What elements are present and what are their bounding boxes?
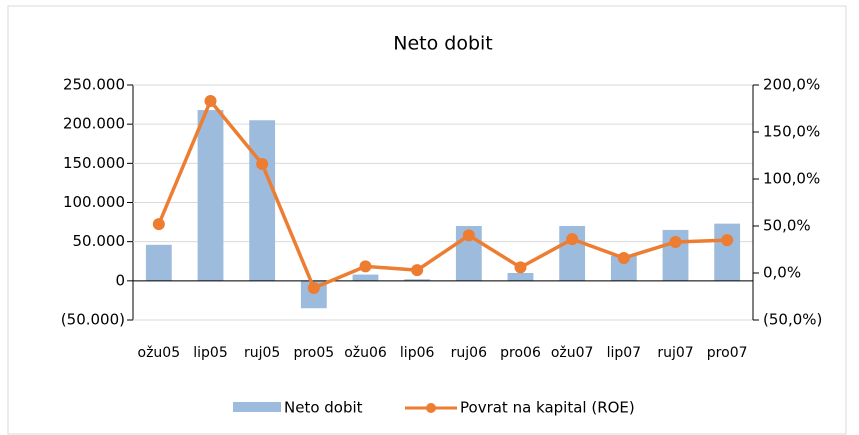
y-tick-label: 200.000 [63, 115, 125, 133]
x-tick-label: ruj05 [244, 345, 280, 361]
bar [714, 223, 741, 281]
bar [197, 110, 224, 281]
x-tick-label: pro07 [707, 345, 748, 361]
y-tick-label: 250.000 [63, 76, 125, 94]
x-tick-label: ruj07 [657, 345, 693, 361]
y-tick-label: 50.000 [73, 232, 126, 250]
line-marker [411, 264, 424, 277]
y2-tick-label: 100,0% [763, 170, 820, 188]
x-tick-label: lip05 [193, 345, 227, 361]
line-marker [152, 218, 165, 231]
legend-swatch [233, 402, 281, 412]
legend-label: Neto dobit [284, 399, 363, 417]
y-tick-label: 150.000 [63, 154, 125, 172]
y2-tick-label: 150,0% [763, 123, 820, 141]
line-marker [669, 235, 682, 248]
y2-tick-label: 0,0% [763, 264, 801, 282]
bar [404, 279, 431, 281]
y-tick-label: 0 [115, 271, 125, 289]
y2-tick-label: 50,0% [763, 217, 811, 235]
x-tick-label: lip06 [400, 345, 435, 361]
line-marker [462, 229, 475, 242]
x-tick-label: ožu05 [138, 345, 181, 361]
bar [249, 120, 276, 281]
x-tick-label: ožu06 [344, 345, 387, 361]
line-marker [566, 233, 579, 246]
x-tick-label: ruj06 [451, 345, 487, 361]
line-marker [256, 157, 269, 170]
line [157, 99, 728, 290]
legend: Neto dobit Povrat na kapital (ROE) [233, 399, 635, 417]
legend-marker [426, 403, 436, 413]
y2-tick-label: 200,0% [763, 76, 820, 94]
x-tick-label: ožu07 [551, 345, 594, 361]
y2-tick-label: (50,0%) [763, 311, 822, 329]
y-tick-label: (50.000) [61, 311, 125, 329]
chart-title: Neto dobit [393, 33, 493, 55]
line-marker [204, 94, 217, 107]
line-marker [514, 261, 527, 274]
bar [352, 274, 379, 281]
line-marker [617, 251, 630, 264]
line-marker [307, 282, 320, 295]
bar [145, 244, 172, 281]
x-tick-label: pro06 [500, 345, 541, 361]
y-tick-label: 100.000 [63, 193, 125, 211]
x-tick-label: lip07 [607, 345, 641, 361]
line-marker [721, 234, 734, 247]
x-tick-label: pro05 [293, 345, 334, 361]
legend-label: Povrat na kapital (ROE) [460, 399, 635, 417]
bar [507, 273, 534, 281]
line-marker [359, 260, 372, 273]
chart-frame [7, 5, 847, 435]
